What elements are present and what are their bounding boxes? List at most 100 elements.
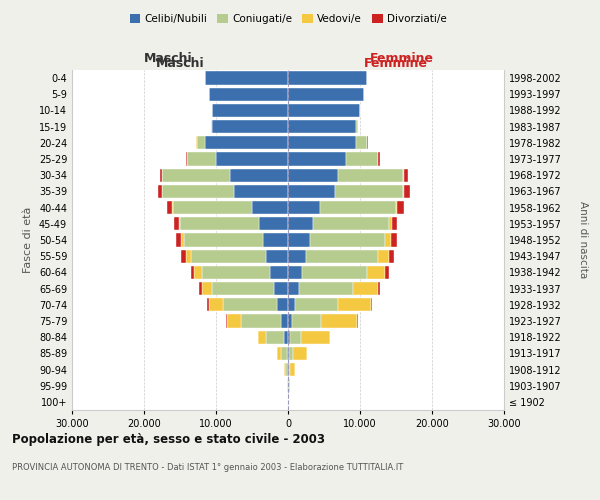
Bar xyxy=(288,152,346,166)
Bar xyxy=(287,346,288,360)
Bar xyxy=(212,104,288,117)
Bar xyxy=(288,298,295,312)
Bar xyxy=(288,282,299,295)
Bar xyxy=(181,250,187,263)
Bar xyxy=(289,363,290,376)
Bar xyxy=(226,314,227,328)
Bar xyxy=(293,346,307,360)
Bar xyxy=(211,120,212,134)
Bar xyxy=(353,282,378,295)
Bar xyxy=(284,363,285,376)
Bar xyxy=(391,234,397,246)
Bar xyxy=(179,217,180,230)
Bar xyxy=(288,168,338,182)
Text: Maschi: Maschi xyxy=(155,57,205,70)
Bar xyxy=(288,120,356,134)
Bar xyxy=(389,250,394,263)
Bar xyxy=(274,282,288,295)
Bar xyxy=(378,250,389,263)
Bar xyxy=(158,185,161,198)
Bar xyxy=(181,234,184,246)
Bar xyxy=(160,168,162,182)
Bar xyxy=(302,266,367,279)
Bar xyxy=(288,136,356,149)
Bar xyxy=(288,217,313,230)
Bar xyxy=(288,201,320,214)
Bar xyxy=(173,217,179,230)
Bar xyxy=(338,298,371,312)
Bar xyxy=(281,314,288,328)
Bar xyxy=(216,152,288,166)
Bar xyxy=(230,168,288,182)
Bar xyxy=(259,217,288,230)
Bar xyxy=(187,250,191,263)
Bar xyxy=(288,88,364,101)
Bar xyxy=(288,185,335,198)
Bar xyxy=(289,346,293,360)
Bar xyxy=(208,298,209,312)
Bar xyxy=(234,185,288,198)
Bar xyxy=(292,314,321,328)
Bar xyxy=(290,363,295,376)
Bar xyxy=(212,120,288,134)
Bar xyxy=(356,136,367,149)
Bar xyxy=(258,330,266,344)
Bar xyxy=(266,250,288,263)
Bar xyxy=(287,363,288,376)
Bar xyxy=(281,346,287,360)
Bar xyxy=(378,282,380,295)
Bar xyxy=(212,282,274,295)
Bar xyxy=(288,72,367,85)
Text: Femmine: Femmine xyxy=(364,57,428,70)
Bar xyxy=(277,346,281,360)
Bar xyxy=(209,298,223,312)
Bar xyxy=(371,298,372,312)
Bar xyxy=(295,298,338,312)
Bar xyxy=(310,234,385,246)
Text: Maschi: Maschi xyxy=(143,52,193,65)
Bar xyxy=(367,266,385,279)
Bar xyxy=(378,152,380,166)
Bar xyxy=(252,201,288,214)
Bar xyxy=(346,152,378,166)
Bar xyxy=(288,330,290,344)
Bar xyxy=(263,234,288,246)
Bar xyxy=(241,314,281,328)
Bar xyxy=(396,201,397,214)
Y-axis label: Anni di nascita: Anni di nascita xyxy=(578,202,589,278)
Bar xyxy=(389,217,392,230)
Bar xyxy=(397,201,404,214)
Bar xyxy=(403,185,404,198)
Bar xyxy=(284,330,288,344)
Bar xyxy=(290,330,301,344)
Legend: Celibi/Nubili, Coniugati/e, Vedovi/e, Divorziati/e: Celibi/Nubili, Coniugati/e, Vedovi/e, Di… xyxy=(125,10,451,29)
Bar xyxy=(367,136,368,149)
Bar xyxy=(162,168,230,182)
Bar xyxy=(162,185,234,198)
Bar xyxy=(306,250,378,263)
Bar xyxy=(288,346,289,360)
Bar xyxy=(172,201,173,214)
Bar xyxy=(227,314,241,328)
Bar xyxy=(202,282,212,295)
Bar xyxy=(205,136,288,149)
Bar xyxy=(270,266,288,279)
Bar xyxy=(173,201,252,214)
Bar xyxy=(223,298,277,312)
Bar xyxy=(288,104,360,117)
Bar xyxy=(288,234,310,246)
Bar xyxy=(277,298,288,312)
Text: PROVINCIA AUTONOMA DI TRENTO - Dati ISTAT 1° gennaio 2003 - Elaborazione TUTTITA: PROVINCIA AUTONOMA DI TRENTO - Dati ISTA… xyxy=(12,463,403,472)
Bar xyxy=(289,379,290,392)
Bar xyxy=(385,266,389,279)
Bar xyxy=(285,363,287,376)
Bar xyxy=(356,120,358,134)
Text: Popolazione per età, sesso e stato civile - 2003: Popolazione per età, sesso e stato civil… xyxy=(12,432,325,446)
Bar xyxy=(209,88,288,101)
Bar xyxy=(202,266,270,279)
Text: Femmine: Femmine xyxy=(370,52,434,65)
Bar xyxy=(288,266,302,279)
Bar xyxy=(199,282,202,295)
Bar xyxy=(321,314,357,328)
Bar xyxy=(176,234,181,246)
